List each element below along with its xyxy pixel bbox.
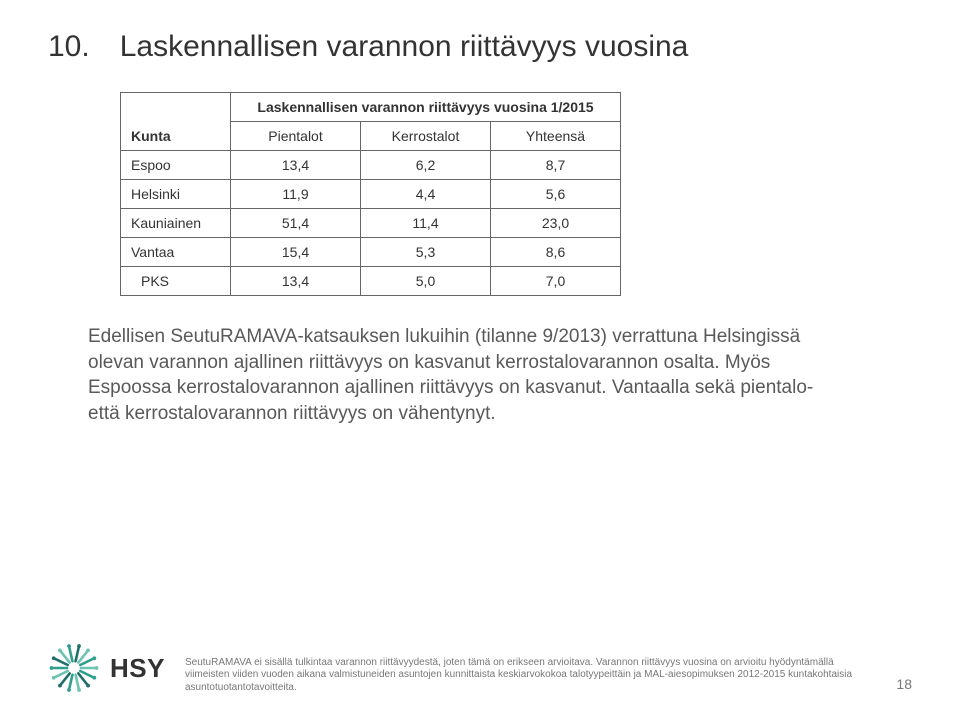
body-paragraph: Edellisen SeutuRAMAVA-katsauksen lukuihi… — [88, 324, 848, 427]
cell: 13,4 — [231, 267, 361, 296]
table-row: Helsinki11,94,45,6 — [121, 180, 621, 209]
cell: 51,4 — [231, 209, 361, 238]
cell: 5,3 — [361, 238, 491, 267]
logo: HSY — [48, 642, 165, 694]
table-corner-header: Kunta — [121, 93, 231, 151]
data-table-wrap: Kunta Laskennallisen varannon riittävyys… — [120, 92, 912, 296]
table-subheader-1: Kerrostalot — [361, 122, 491, 151]
table-row: Kauniainen51,411,423,0 — [121, 209, 621, 238]
row-label: Espoo — [121, 151, 231, 180]
table-subheader-0: Pientalot — [231, 122, 361, 151]
row-label: Kauniainen — [121, 209, 231, 238]
cell: 5,6 — [491, 180, 621, 209]
table-subheader-2: Yhteensä — [491, 122, 621, 151]
row-label: Vantaa — [121, 238, 231, 267]
burst-icon — [48, 642, 100, 694]
row-label: Helsinki — [121, 180, 231, 209]
table-span-header: Laskennallisen varannon riittävyys vuosi… — [231, 93, 621, 122]
page-title: 10. Laskennallisen varannon riittävyys v… — [48, 30, 912, 64]
cell: 4,4 — [361, 180, 491, 209]
cell: 8,7 — [491, 151, 621, 180]
cell: 5,0 — [361, 267, 491, 296]
table-body: Espoo13,46,28,7Helsinki11,94,45,6Kauniai… — [121, 151, 621, 296]
cell: 7,0 — [491, 267, 621, 296]
slide: 10. Laskennallisen varannon riittävyys v… — [0, 0, 960, 714]
footnote-text: SeutuRAMAVA ei sisällä tulkintaa varanno… — [185, 657, 876, 695]
logo-text: HSY — [110, 653, 165, 684]
cell: 23,0 — [491, 209, 621, 238]
table-header-row-1: Kunta Laskennallisen varannon riittävyys… — [121, 93, 621, 122]
row-label: PKS — [121, 267, 231, 296]
table-row: Espoo13,46,28,7 — [121, 151, 621, 180]
page-number: 18 — [896, 676, 912, 694]
table-row: Vantaa15,45,38,6 — [121, 238, 621, 267]
cell: 6,2 — [361, 151, 491, 180]
cell: 11,9 — [231, 180, 361, 209]
cell: 13,4 — [231, 151, 361, 180]
cell: 11,4 — [361, 209, 491, 238]
data-table: Kunta Laskennallisen varannon riittävyys… — [120, 92, 621, 296]
cell: 15,4 — [231, 238, 361, 267]
cell: 8,6 — [491, 238, 621, 267]
footer: HSY SeutuRAMAVA ei sisällä tulkintaa var… — [48, 642, 912, 694]
table-row: PKS13,45,07,0 — [121, 267, 621, 296]
